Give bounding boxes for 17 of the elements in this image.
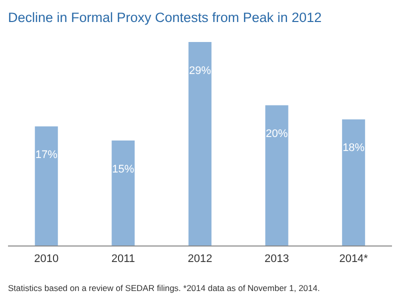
text: Statistics based on a review of SEDAR filings. *2014 data as of November 1, 2014.	[8, 283, 320, 293]
x-tick-label: 2012	[188, 252, 212, 265]
bar	[188, 42, 212, 246]
bar	[342, 119, 366, 246]
bar	[34, 126, 58, 246]
x-tick-label: 2014*	[339, 252, 369, 265]
data-label: 15%	[112, 163, 134, 176]
x-tick-label: 2010	[34, 252, 59, 265]
x-tick-label: 2013	[264, 252, 290, 265]
bar	[112, 140, 135, 246]
data-label: 20%	[266, 128, 288, 140]
chart-title: Decline in Formal Proxy Contests from Peak in 2012	[8, 10, 322, 25]
data-label: 29%	[188, 64, 212, 77]
x-tick-label: 2011	[111, 252, 136, 265]
bar	[265, 105, 288, 246]
data-label: 18%	[342, 142, 365, 154]
data-label: 17%	[35, 149, 58, 162]
